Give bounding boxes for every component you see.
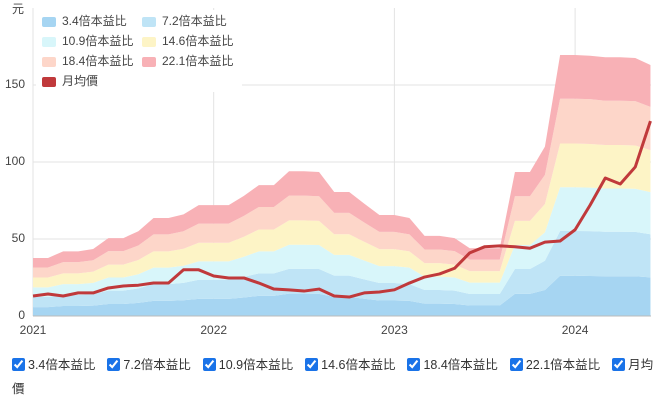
series-toggle[interactable]: 22.1倍本益比: [509, 358, 601, 372]
toggle-label: 18.4倍本益比: [423, 358, 498, 372]
checkbox[interactable]: [12, 358, 25, 371]
toggle-label: 14.6倍本益比: [321, 358, 396, 372]
y-tick-label: 0: [18, 308, 25, 322]
series-toggle[interactable]: 10.9倍本益比: [202, 358, 294, 372]
y-tick-label: 150: [5, 77, 25, 91]
series-toggle[interactable]: 18.4倍本益比: [407, 358, 498, 372]
legend-swatch: [142, 57, 156, 67]
y-tick-label: 100: [5, 154, 25, 168]
band-area: [33, 54, 651, 268]
checkbox[interactable]: [107, 358, 121, 371]
toggle-label: 3.4倍本益比: [28, 358, 96, 372]
legend-swatch: [42, 37, 56, 47]
legend-swatch: [42, 17, 56, 27]
legend-swatch: [142, 37, 156, 47]
legend-box: [36, 10, 242, 92]
series-toggles: 3.4倍本益比 7.2倍本益比 10.9倍本益比 14.6倍本益比 18.4倍本益比 22…: [12, 353, 663, 401]
price-line: [32, 120, 652, 299]
band-area: [33, 143, 651, 288]
checkbox[interactable]: [202, 358, 216, 371]
legend-label: 7.2倍本益比: [162, 13, 227, 28]
toggle-label: 10.9倍本益比: [218, 358, 294, 372]
y-axis-label: 元: [12, 2, 24, 16]
checkbox[interactable]: [612, 358, 626, 371]
legend-label: 22.1倍本益比: [162, 53, 233, 68]
chart: 元 0 50 100 150 2021 2022 2023 2024 3.4倍本益比 7.2倍本…: [5, 2, 652, 337]
legend-label: 14.6倍本益比: [162, 33, 233, 48]
x-tick-label: 2021: [20, 323, 47, 337]
series-toggle[interactable]: 7.2倍本益比: [107, 358, 191, 372]
band-area: [33, 98, 651, 278]
x-tick-label: 2022: [200, 323, 227, 337]
x-tick-label: 2024: [562, 323, 589, 337]
x-tick-label: 2023: [381, 323, 408, 337]
legend-label: 3.4倍本益比: [62, 13, 127, 28]
checkbox[interactable]: [509, 358, 523, 371]
toggle-label: 月均價: [12, 358, 654, 396]
legend-label: 月均價: [62, 74, 98, 88]
checkbox[interactable]: [407, 358, 421, 371]
checkbox[interactable]: [305, 358, 319, 371]
legend-swatch: [42, 57, 56, 67]
lines: [32, 120, 652, 299]
bands: [33, 54, 651, 316]
legend-swatch: [142, 17, 156, 27]
toggle-label: 22.1倍本益比: [525, 358, 601, 372]
legend-label: 18.4倍本益比: [62, 53, 133, 68]
legend-label: 10.9倍本益比: [62, 33, 133, 48]
y-tick-label: 50: [12, 231, 26, 245]
band-area: [33, 275, 651, 316]
legend-swatch: [42, 77, 56, 87]
toggle-label: 7.2倍本益比: [123, 358, 191, 372]
legend: 3.4倍本益比 7.2倍本益比 10.9倍本益比 14.6倍本益比 18.4倍本益比 22…: [36, 10, 242, 92]
series-toggle[interactable]: 月均價: [12, 358, 653, 396]
band-area: [33, 230, 651, 308]
series-toggle[interactable]: 14.6倍本益比: [305, 358, 395, 372]
series-toggle[interactable]: 3.4倍本益比: [12, 358, 95, 372]
